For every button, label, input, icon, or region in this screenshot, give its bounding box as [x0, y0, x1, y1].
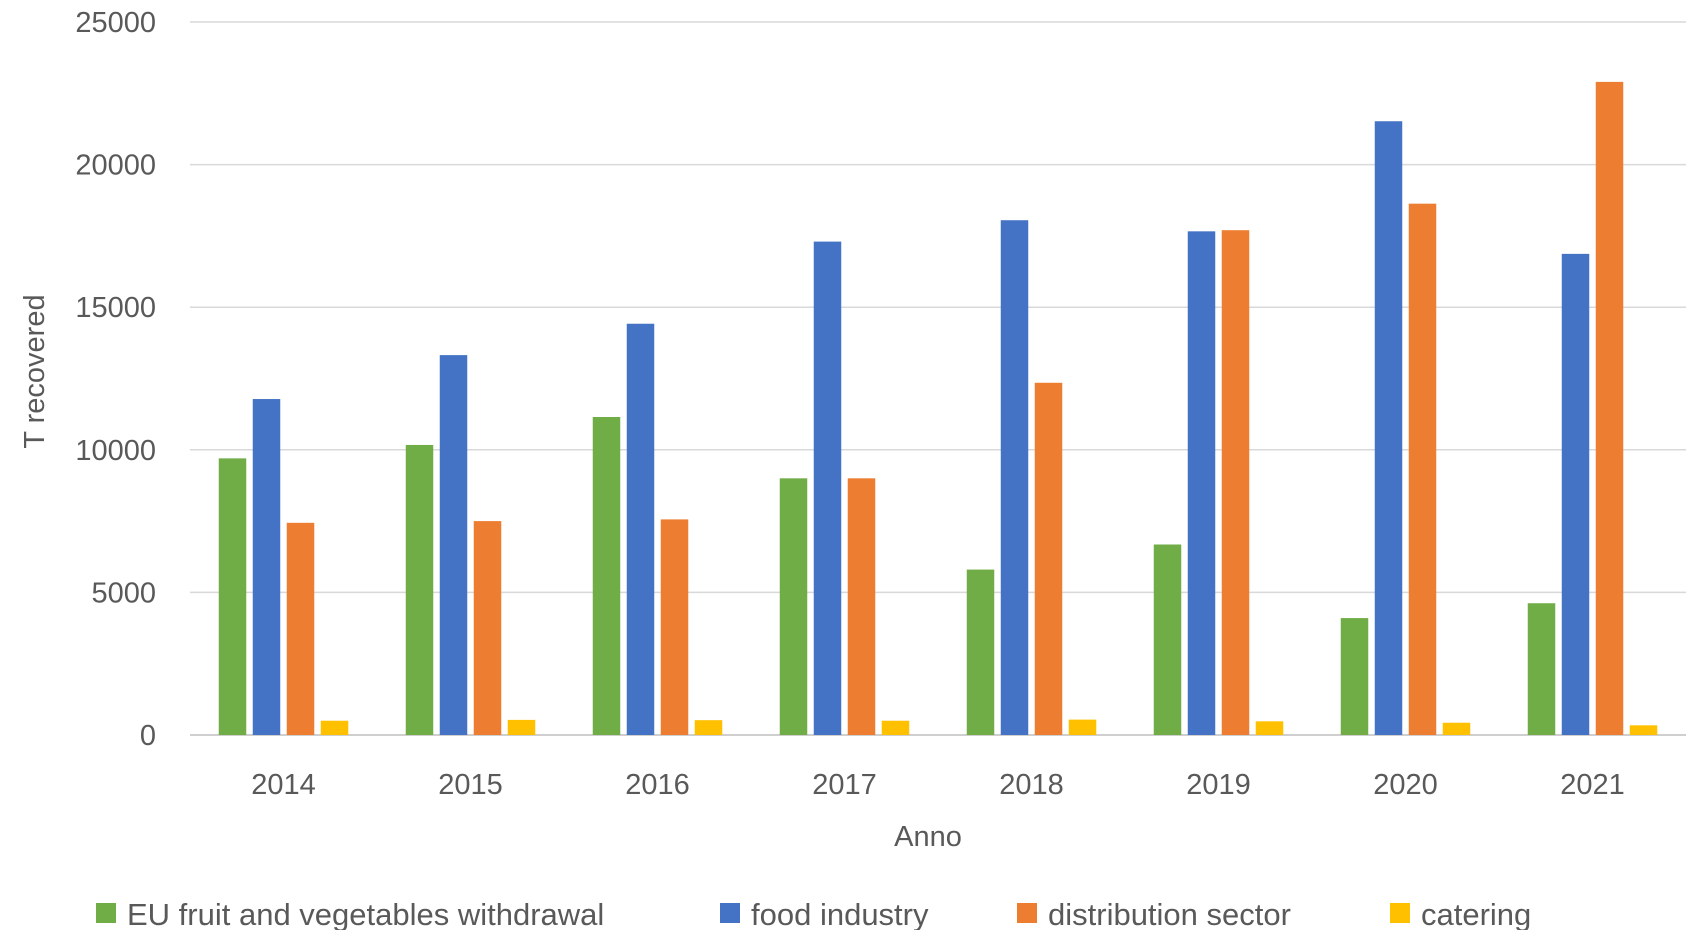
x-tick-label: 2021 — [1560, 769, 1625, 801]
y-tick-label: 25000 — [75, 7, 156, 39]
legend-label: EU fruit and vegetables withdrawal — [127, 897, 604, 930]
y-tick-label: 5000 — [91, 577, 156, 609]
bar-food-industry — [626, 323, 655, 735]
bar-eu-fruit-and-vegetables-withdrawal — [1527, 603, 1556, 735]
x-tick-label: 2020 — [1373, 769, 1438, 801]
bar-catering — [881, 720, 910, 735]
x-tick-label: 2017 — [812, 769, 877, 801]
bar-eu-fruit-and-vegetables-withdrawal — [405, 444, 434, 735]
y-tick-label: 20000 — [75, 150, 156, 182]
bar-food-industry — [813, 241, 842, 735]
x-tick-label: 2014 — [251, 769, 316, 801]
x-tick-label: 2016 — [625, 769, 690, 801]
bar-food-industry — [1000, 220, 1029, 736]
x-axis-title: Anno — [894, 821, 962, 853]
bar-catering — [507, 719, 536, 735]
bar-catering — [320, 720, 349, 735]
y-tick-label: 10000 — [75, 435, 156, 467]
gridlines — [190, 21, 1686, 736]
bar-catering — [1629, 725, 1658, 735]
bar-food-industry — [1561, 253, 1590, 735]
y-tick-label: 15000 — [75, 292, 156, 324]
bar-food-industry — [1187, 231, 1216, 736]
bar-catering — [1255, 721, 1284, 735]
bar-distribution-sector — [286, 522, 315, 735]
bar-distribution-sector — [1408, 203, 1437, 736]
bar-distribution-sector — [1034, 382, 1063, 735]
bar-catering — [1442, 722, 1471, 735]
bar-eu-fruit-and-vegetables-withdrawal — [1340, 618, 1369, 735]
bar-food-industry — [1374, 121, 1403, 735]
x-tick-label: 2019 — [1186, 769, 1251, 801]
bars — [218, 81, 1658, 736]
bar-eu-fruit-and-vegetables-withdrawal — [592, 417, 621, 735]
bar-eu-fruit-and-vegetables-withdrawal — [218, 458, 247, 735]
bar-distribution-sector — [1221, 230, 1250, 736]
bar-eu-fruit-and-vegetables-withdrawal — [779, 478, 808, 735]
bar-food-industry — [439, 355, 468, 735]
bar-eu-fruit-and-vegetables-withdrawal — [1153, 544, 1182, 735]
bar-catering — [694, 720, 723, 735]
y-axis-title: T recovered — [19, 294, 51, 448]
legend-label: distribution sector — [1048, 897, 1291, 930]
x-tick-label: 2018 — [999, 769, 1064, 801]
legend: EU fruit and vegetables withdrawal food i… — [96, 897, 1531, 930]
bar-food-industry — [252, 399, 281, 735]
y-axis-ticks: 0 5000 10000 15000 20000 25000 — [75, 7, 156, 752]
legend-label: food industry — [751, 897, 929, 930]
bar-catering — [1068, 719, 1097, 735]
legend-swatch — [1390, 903, 1410, 923]
legend-swatch — [96, 903, 116, 923]
bar-distribution-sector — [847, 478, 876, 735]
bar-distribution-sector — [473, 521, 502, 735]
legend-label: catering — [1421, 897, 1531, 930]
legend-swatch — [1017, 903, 1037, 923]
bar-eu-fruit-and-vegetables-withdrawal — [966, 569, 995, 735]
x-axis-ticks: 2014 2015 2016 2017 2018 2019 2020 2021 — [251, 769, 1625, 801]
x-tick-label: 2015 — [438, 769, 503, 801]
bar-distribution-sector — [660, 519, 689, 735]
bar-distribution-sector — [1595, 81, 1624, 736]
y-tick-label: 0 — [140, 720, 156, 752]
legend-swatch — [720, 903, 740, 923]
